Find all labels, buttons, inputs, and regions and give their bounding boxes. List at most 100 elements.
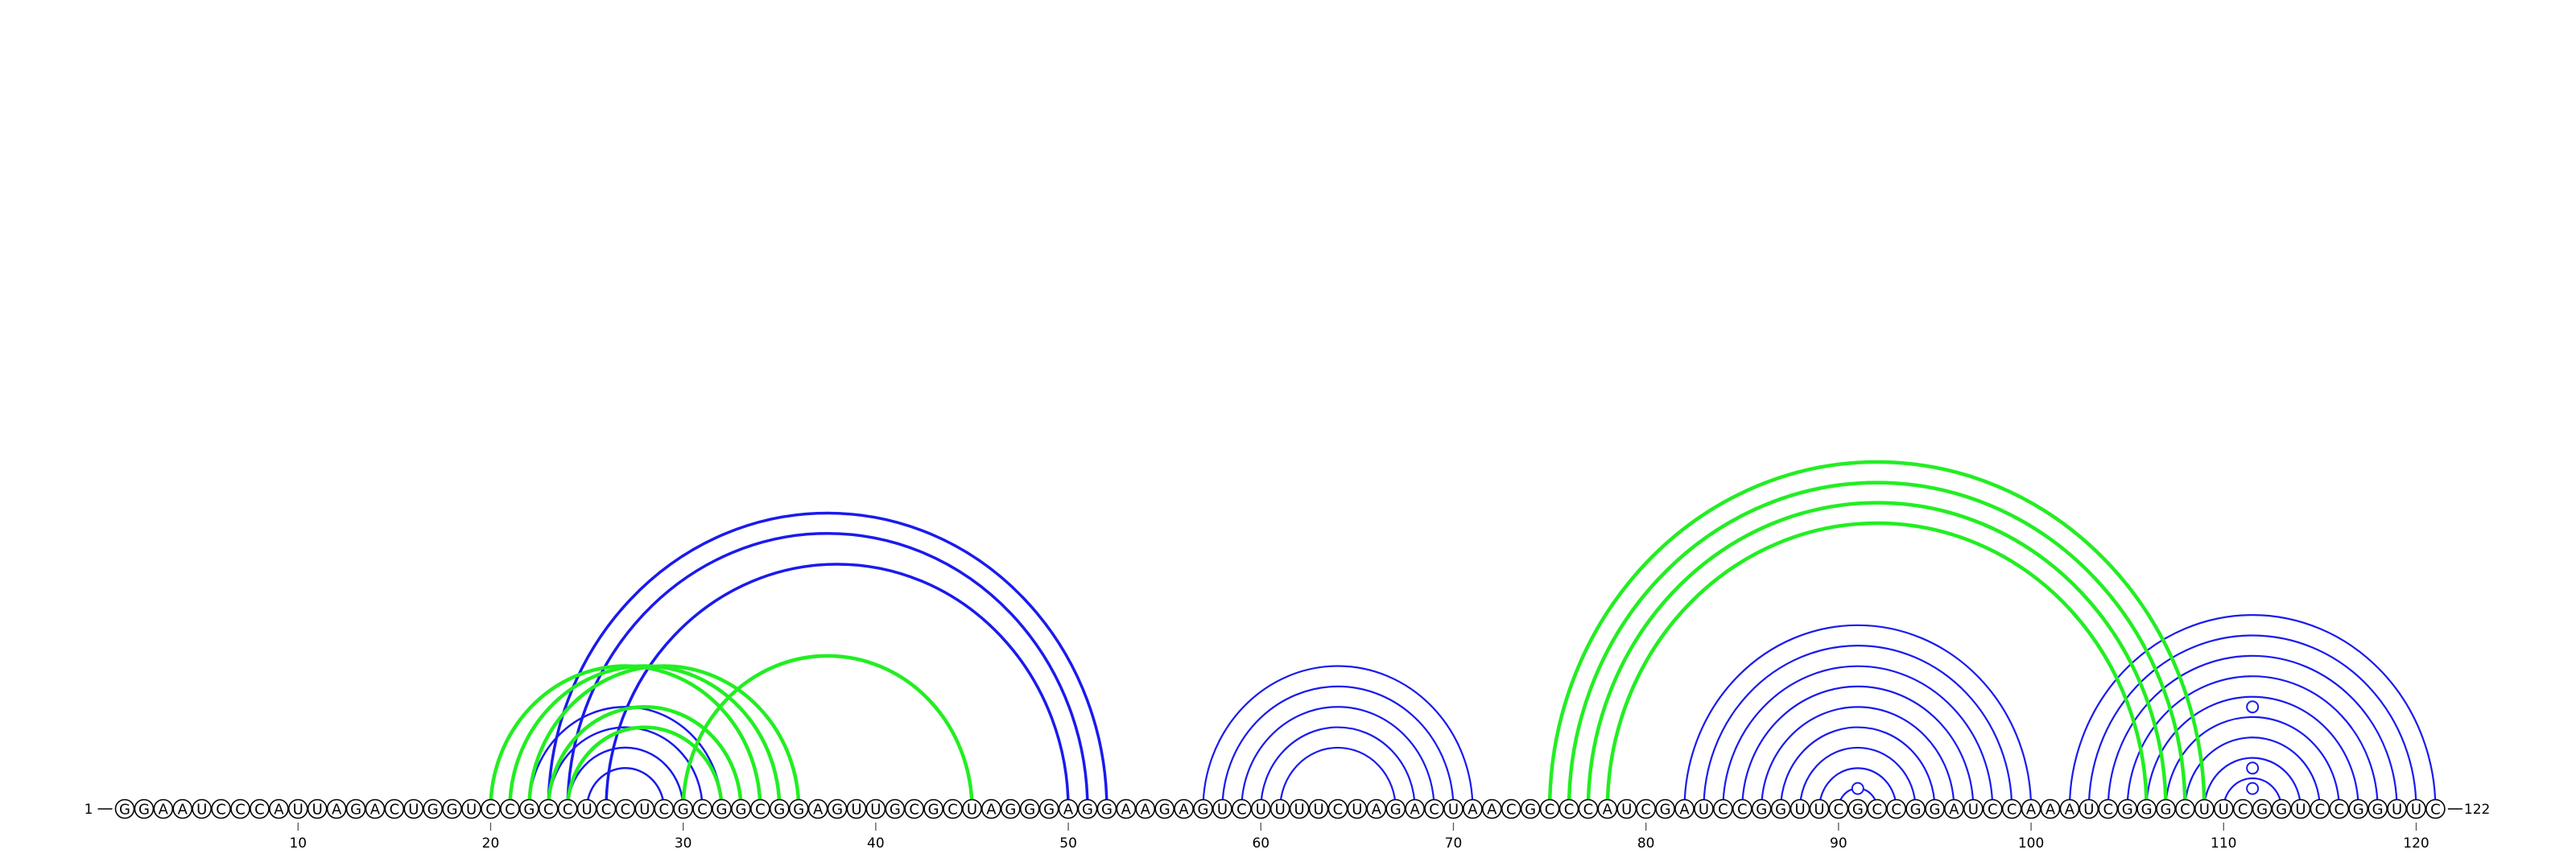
nucleotide-letter: C [1429,802,1439,819]
nucleotide-letter: G [1082,802,1093,819]
nucleotide-letter: C [601,802,612,819]
tick-label: 20 [482,835,500,852]
nucleotide-letter: C [2334,802,2345,819]
arc-green-24-32 [565,725,724,810]
nucleotide-43: G [923,798,943,819]
nucleotide-circle [1308,798,1329,819]
loop-marker [1851,782,1864,795]
tick-label: 50 [1059,835,1077,852]
arc-blue-58-70 [1221,685,1455,810]
nucleotide-circle [345,798,366,819]
nucleotide-circle [1347,798,1368,819]
nucleotide-letter: G [716,802,728,819]
nucleotide-letter: U [2392,802,2402,819]
nucleotide-circle [1269,798,1290,819]
nucleotide-circle [673,798,693,819]
nucleotide-40: U [865,798,886,819]
nucleotide-letter: G [1852,802,1864,819]
nucleotide-letter: G [2353,802,2364,819]
nucleotide-circle [230,798,250,819]
nucleotide-22: G [519,798,539,819]
nucleotide-113: G [2271,798,2292,819]
nucleotide-circle [981,798,1001,819]
nucleotide-circle [1790,798,1810,819]
nucleotide-78: A [1597,798,1618,819]
nucleotide-4: A [172,798,193,819]
nucleotide-circle [1443,798,1463,819]
arc-blue-109-114 [2203,757,2302,810]
nucleotide-circle [1809,798,1830,819]
nucleotide-72: A [1482,798,1502,819]
nucleotide-48: G [1019,798,1040,819]
nucleotide-letter: G [890,802,901,819]
nucleotide-letter: C [621,802,631,819]
nucleotide-82: A [1674,798,1695,819]
nucleotide-80: C [1636,798,1656,819]
nucleotide-54: A [1135,798,1156,819]
nucleotide-letter: G [928,802,939,819]
nucleotide-letter: G [1159,802,1170,819]
nucleotide-33: G [731,798,751,819]
nucleotide-circle [1096,798,1117,819]
nucleotide-circle [1193,798,1213,819]
nucleotide-letter: C [2007,802,2017,819]
nucleotide-letter: C [1641,802,1651,819]
nucleotide-letter: G [2276,802,2287,819]
nucleotide-letter: C [1506,802,1517,819]
nucleotide-102: A [2059,798,2080,819]
nucleotide-circle [326,798,347,819]
nucleotide-55: G [1154,798,1174,819]
nucleotide-104: C [2098,798,2119,819]
nucleotide-letter: U [466,802,477,819]
nucleotide-letter: U [1968,802,1979,819]
nucleotide-letter: C [2315,802,2326,819]
nucleotide-circle [827,798,848,819]
nucleotide-121: C [2425,798,2446,819]
nucleotide-circle [807,798,828,819]
nucleotide-circle [1366,798,1387,819]
nucleotide-letter: C [254,802,265,819]
nucleotide-letter: U [2083,802,2094,819]
arc-blue-107-116 [2165,716,2340,810]
ticks-layer: 10 20 30 40 50 60 70 80 90 100 110 120 [289,823,2429,852]
nucleotide-letter: A [370,802,381,819]
nucleotide-101: A [2040,798,2061,819]
arc-blue-82-100 [1683,624,2033,810]
nucleotide-circle [172,798,193,819]
nucleotide-73: C [1501,798,1521,819]
nucleotide-letter: C [1988,802,1998,819]
nucleotide-circle [634,798,655,819]
nucleotide-letter: C [909,802,919,819]
nucleotide-circle [2368,798,2388,819]
nucleotide-letter: G [774,802,785,819]
nucleotide-107: G [2156,798,2176,819]
nucleotide-letter: A [178,802,188,819]
tick-label: 80 [1637,835,1655,852]
nucleotide-letter: U [2199,802,2210,819]
nucleotide-circle [2175,798,2195,819]
start-label: 1 [85,802,93,818]
nucleotide-letter: U [870,802,881,819]
nucleotide-circle [423,798,444,819]
nucleotide-circle [1520,798,1541,819]
nucleotide-letter: G [1390,802,1402,819]
nucleotide-42: C [904,798,925,819]
nucleotide-letter: U [2411,802,2421,819]
nucleotide-letter: A [1121,802,1132,819]
nucleotide-103: U [2079,798,2099,819]
arc-blue-86-96 [1761,706,1955,810]
arc-blue-102-121 [2068,614,2437,810]
nucleotide-76: C [1558,798,1579,819]
nucleotide-circle [846,798,867,819]
nucleotide-letter: G [793,802,804,819]
nucleotide-68: A [1405,798,1425,819]
nucleotide-75: C [1539,798,1560,819]
nucleotide-57: G [1193,798,1213,819]
nucleotide-letter: G [1660,802,1671,819]
nucleotide-circle [2117,798,2137,819]
nucleotide-letter: C [1236,802,1247,819]
nucleotide-circle [788,798,809,819]
nucleotide-letter: G [350,802,361,819]
nucleotide-50: A [1058,798,1079,819]
